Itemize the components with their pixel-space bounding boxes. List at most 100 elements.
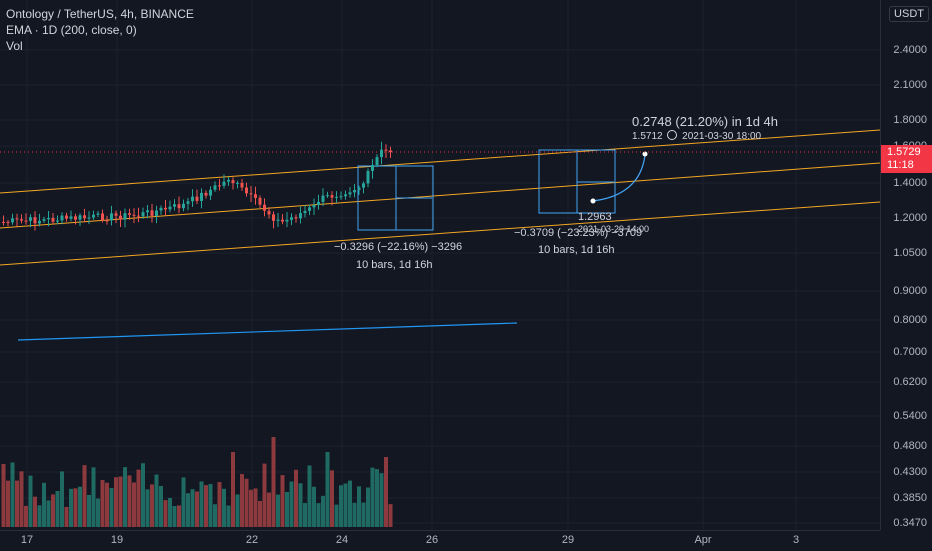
candle-body [227,180,230,182]
candle-body [42,219,46,221]
forecast-arrow[interactable] [590,151,648,204]
candle-body [38,220,41,224]
price-tick: 2.1000 [893,79,927,91]
volume-bar [1,463,6,527]
volume-bar [388,504,393,527]
price-tick: 0.4800 [893,440,927,452]
volume-bar [321,495,325,527]
price-tick: 0.6200 [893,376,927,388]
candle-body [155,210,158,216]
time-tick: 26 [425,534,439,546]
candle-body [105,220,109,222]
volume-bar [339,485,343,527]
vol-legend[interactable]: Vol [6,39,23,53]
candle-body [200,192,203,201]
current-price-value: 1.5729 [887,146,921,158]
candle-body [312,205,316,208]
volume-bar [271,437,276,527]
symbol-title[interactable]: Ontology / TetherUS, 4h, BINANCE [6,7,194,21]
candle-body [24,220,28,222]
volume-bar [132,482,136,527]
volume-bar [231,452,235,527]
volume-bar [55,490,60,527]
candle-body [375,157,379,166]
volume-bar [289,481,294,527]
candle-body [182,203,185,209]
volume-bar [150,484,154,527]
volume-bar [267,492,271,527]
volume-bar [366,487,370,527]
volume-bar [330,470,334,527]
candle-body [6,221,10,223]
current-price-badge: 1.5729 11:18 [881,145,932,173]
volume-bar [78,486,82,527]
candle-body [294,217,298,219]
volume-bar [285,491,289,527]
volume-bar [172,506,177,527]
time-tick: 22 [245,534,259,546]
candle-body [299,213,302,219]
volume-bar [370,467,375,527]
volume-bar [348,480,352,527]
volume-bar [114,477,118,527]
price-axis[interactable]: USDT 2.4000 2.1000 1.8000 1.6000 1.4000 … [880,0,932,530]
chart-canvas[interactable] [0,0,880,530]
candle-body [83,215,86,219]
volume-bar [145,489,150,527]
volume-bar [82,465,87,527]
volume-bar [280,475,285,527]
candle-body [290,217,293,220]
volume-bar [154,474,159,527]
volume-bar [244,478,249,527]
volume-bar [361,502,366,527]
volume-bar [379,473,384,527]
price-channel[interactable] [0,129,880,266]
candle-body [213,185,217,190]
candle-body [195,196,199,201]
forecast-date: 2021-03-30 18:00 [682,131,762,142]
currency-label[interactable]: USDT [889,6,929,22]
volume-bar [312,486,316,527]
volume-bar [199,481,204,527]
time-axis[interactable]: 17 19 22 24 26 29 Apr 3 [0,530,880,551]
volume-bar [33,496,37,527]
bar-countdown: 11:18 [887,159,914,171]
volume-bar [222,488,226,527]
candle-body [33,217,37,224]
candle-body [60,215,64,221]
volume-bar [294,469,298,527]
price-tick: 0.7000 [893,346,927,358]
volume-bar [307,465,312,527]
candle-body [137,215,140,217]
volume-bar [235,494,240,527]
price-tick: 0.3850 [893,492,927,504]
price-tick: 1.8000 [893,114,927,126]
volume-bar [334,504,339,527]
candle-body [132,214,136,216]
candle-body [110,213,113,221]
candle-body [362,183,365,188]
candle-body [2,221,5,223]
volume-bar [195,491,199,527]
candle-body [281,219,284,222]
candle-body [353,189,356,193]
grid-lines [0,0,880,530]
forecast-label[interactable]: 0.2748 (21.20%) in 1d 4h [632,114,778,129]
candle-body [177,204,181,209]
candle-body [344,194,347,197]
candle-body [191,196,194,202]
candles [2,141,392,231]
volume-bar [316,503,321,527]
date-range-box-2[interactable] [538,149,616,214]
date-range-box-1[interactable] [357,165,434,231]
ema-legend[interactable]: EMA · 1D (200, close, 0) [6,23,137,37]
candle-body [339,196,343,198]
candle-body [20,219,23,221]
volume-bar [357,486,361,527]
candle-body [47,217,50,220]
volume-bar [190,489,195,527]
volume-bar [262,463,267,527]
candle-body [51,217,55,222]
volume-bar [208,484,213,527]
time-tick: 19 [110,534,124,546]
